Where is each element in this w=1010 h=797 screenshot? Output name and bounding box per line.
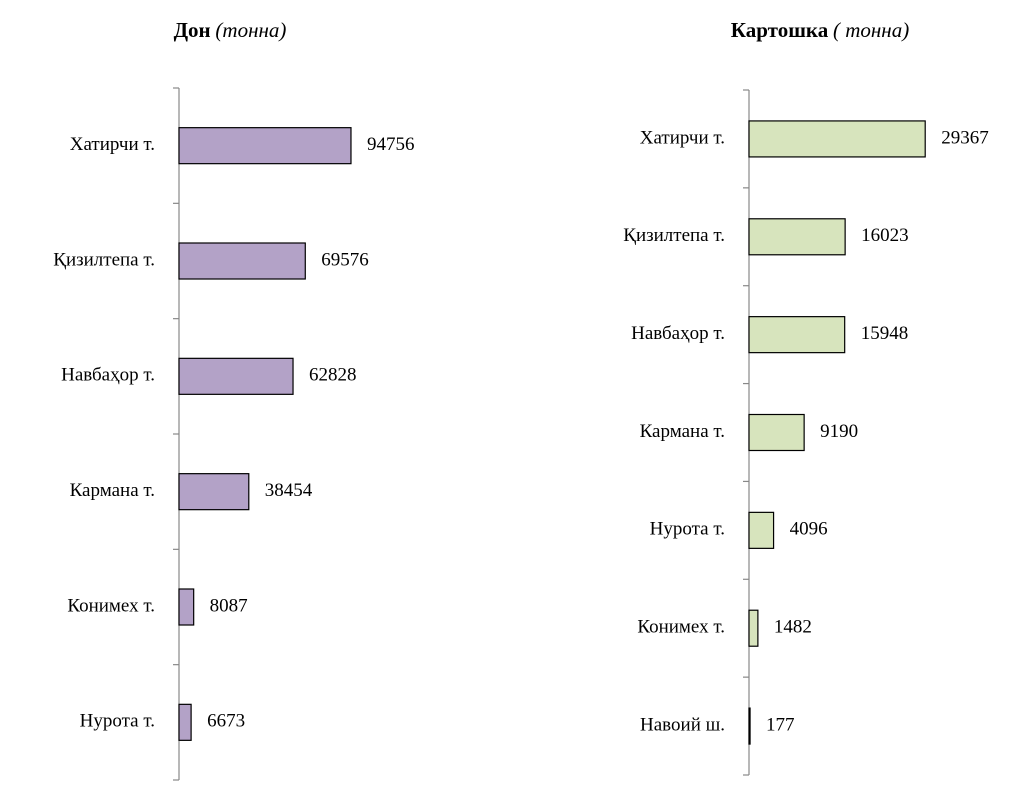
title-main: Картошка	[731, 18, 829, 42]
title-main: Дон	[174, 18, 211, 42]
title-unit: (тонна)	[215, 18, 286, 42]
value-label: 177	[766, 714, 795, 735]
value-label: 62828	[309, 365, 357, 386]
category-label: Хатирчи т.	[640, 127, 725, 148]
value-label: 15948	[861, 323, 909, 344]
category-label: Хатирчи т.	[70, 134, 155, 155]
bar	[748, 218, 846, 256]
chart-title: Дон (тонна)	[174, 18, 287, 42]
bar	[178, 703, 192, 741]
bar	[748, 413, 805, 452]
title-unit: ( тонна)	[833, 18, 909, 42]
category-label: Нурота т.	[650, 519, 725, 540]
bar	[178, 473, 250, 511]
value-label: 16023	[861, 225, 909, 246]
value-label: 29367	[941, 127, 989, 148]
bar	[178, 588, 195, 626]
category-label: Кармана т.	[640, 421, 725, 442]
bar	[748, 511, 775, 549]
value-label: 8087	[210, 595, 248, 616]
bar	[748, 316, 846, 354]
category-label: Навбаҳор т.	[631, 323, 725, 344]
category-label: Қизилтепа т.	[623, 225, 725, 246]
bar	[748, 609, 759, 647]
chart: Картошка ( тонна) Хатирчи т. 29367 Қизилтеп…	[623, 18, 989, 776]
value-label: 94756	[367, 134, 415, 155]
bar	[178, 127, 352, 165]
bar	[748, 120, 926, 158]
value-label: 1482	[774, 617, 812, 638]
category-label: Навоий ш.	[640, 714, 725, 735]
bar	[748, 707, 751, 745]
value-label: 38454	[265, 480, 313, 501]
value-label: 6673	[207, 711, 245, 732]
category-label: Қизилтепа т.	[53, 249, 155, 270]
bar	[178, 357, 294, 395]
category-label: Кармана т.	[70, 480, 155, 501]
category-label: Конимех т.	[637, 617, 725, 638]
bar	[178, 242, 306, 280]
category-label: Навбаҳор т.	[61, 365, 155, 386]
category-label: Нурота т.	[80, 711, 155, 732]
chart: Дон (тонна) Хатирчи т. 94756 Қизилтепа т. 69…	[53, 18, 415, 781]
chart-title: Картошка ( тонна)	[731, 18, 909, 42]
value-label: 69576	[321, 249, 369, 270]
value-label: 4096	[790, 519, 828, 540]
category-label: Конимех т.	[67, 595, 155, 616]
value-label: 9190	[820, 421, 858, 442]
